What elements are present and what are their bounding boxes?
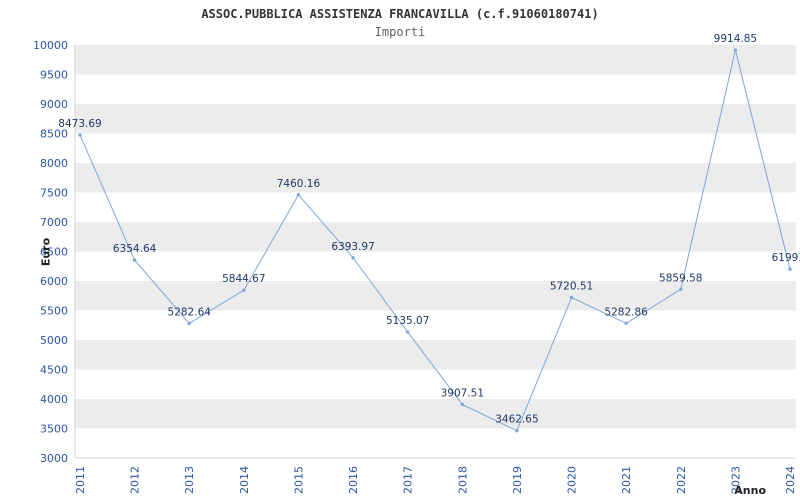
plot-band	[75, 45, 796, 75]
x-tick-label: 2015	[292, 466, 305, 494]
data-point-label: 5859.58	[659, 272, 702, 284]
y-tick-label: 8000	[40, 157, 68, 170]
x-tick-label: 2019	[511, 466, 524, 494]
data-point	[242, 288, 246, 292]
x-tick-label: 2014	[238, 466, 251, 494]
y-tick-label: 4500	[40, 364, 68, 377]
plot-band	[75, 340, 796, 370]
data-point-label: 7460.16	[277, 178, 321, 190]
y-tick-label: 3500	[40, 423, 68, 436]
x-tick-label: 2018	[456, 466, 469, 494]
x-tick-label: 2012	[129, 466, 142, 494]
data-point	[132, 258, 137, 262]
data-point	[624, 321, 628, 326]
data-point-label: 3462.65	[495, 414, 538, 426]
plot-band	[75, 399, 796, 429]
y-tick-label: 6000	[40, 275, 68, 288]
data-point	[460, 402, 465, 407]
data-point	[296, 193, 301, 197]
data-point-label: 5135.07	[386, 315, 429, 327]
y-tick-label: 7000	[40, 216, 68, 229]
data-point	[788, 267, 792, 271]
plot-band	[75, 192, 796, 222]
x-tick-label: 2020	[566, 466, 579, 494]
data-point	[679, 287, 683, 291]
data-point	[515, 429, 519, 433]
y-tick-label: 9000	[40, 98, 68, 111]
y-tick-label: 7500	[40, 187, 68, 200]
data-point-label: 5844.67	[222, 273, 265, 285]
y-tick-label: 5000	[40, 334, 68, 347]
data-line	[79, 49, 791, 432]
data-point-label: 5282.86	[604, 306, 648, 318]
data-point-label: 5720.51	[550, 280, 593, 292]
data-point-label: 6354.64	[113, 243, 157, 255]
data-point	[733, 48, 738, 52]
y-tick-label: 3000	[40, 452, 68, 465]
plot-band	[75, 310, 796, 340]
data-point-label: 6393.97	[331, 241, 374, 253]
x-tick-label: 2017	[402, 466, 415, 494]
data-point	[405, 330, 410, 334]
y-tick-label: 6500	[40, 246, 68, 259]
data-point-label: 9914.85	[714, 33, 757, 45]
data-point	[187, 321, 191, 326]
data-point-label: 8473.69	[58, 118, 101, 130]
x-tick-label: 2011	[74, 466, 87, 494]
x-tick-label: 2022	[675, 466, 688, 494]
plot-band	[75, 428, 796, 458]
plot-band	[75, 222, 796, 252]
x-tick-label: 2013	[183, 466, 196, 494]
y-tick-label: 10000	[33, 39, 68, 52]
x-tick-label: 2024	[784, 466, 797, 494]
y-tick-label: 4000	[40, 393, 68, 406]
data-point	[78, 133, 82, 137]
data-point-label: 3907.51	[441, 387, 484, 399]
data-point-label: 6199.7	[772, 252, 800, 264]
x-tick-label: 2023	[729, 466, 742, 494]
y-tick-label: 8500	[40, 128, 68, 141]
plot-band	[75, 369, 796, 399]
plot-band	[75, 74, 796, 104]
plot-band	[75, 104, 796, 134]
plot-band	[75, 133, 796, 163]
data-point	[351, 256, 355, 260]
x-tick-label: 2016	[347, 466, 360, 494]
y-tick-label: 5500	[40, 305, 68, 318]
x-tick-label: 2021	[620, 466, 633, 494]
y-tick-label: 9500	[40, 69, 68, 82]
plot-band	[75, 251, 796, 281]
data-point-label: 5282.64	[168, 306, 212, 318]
data-point	[569, 295, 574, 300]
plot-band	[75, 281, 796, 311]
plot-band	[75, 163, 796, 193]
